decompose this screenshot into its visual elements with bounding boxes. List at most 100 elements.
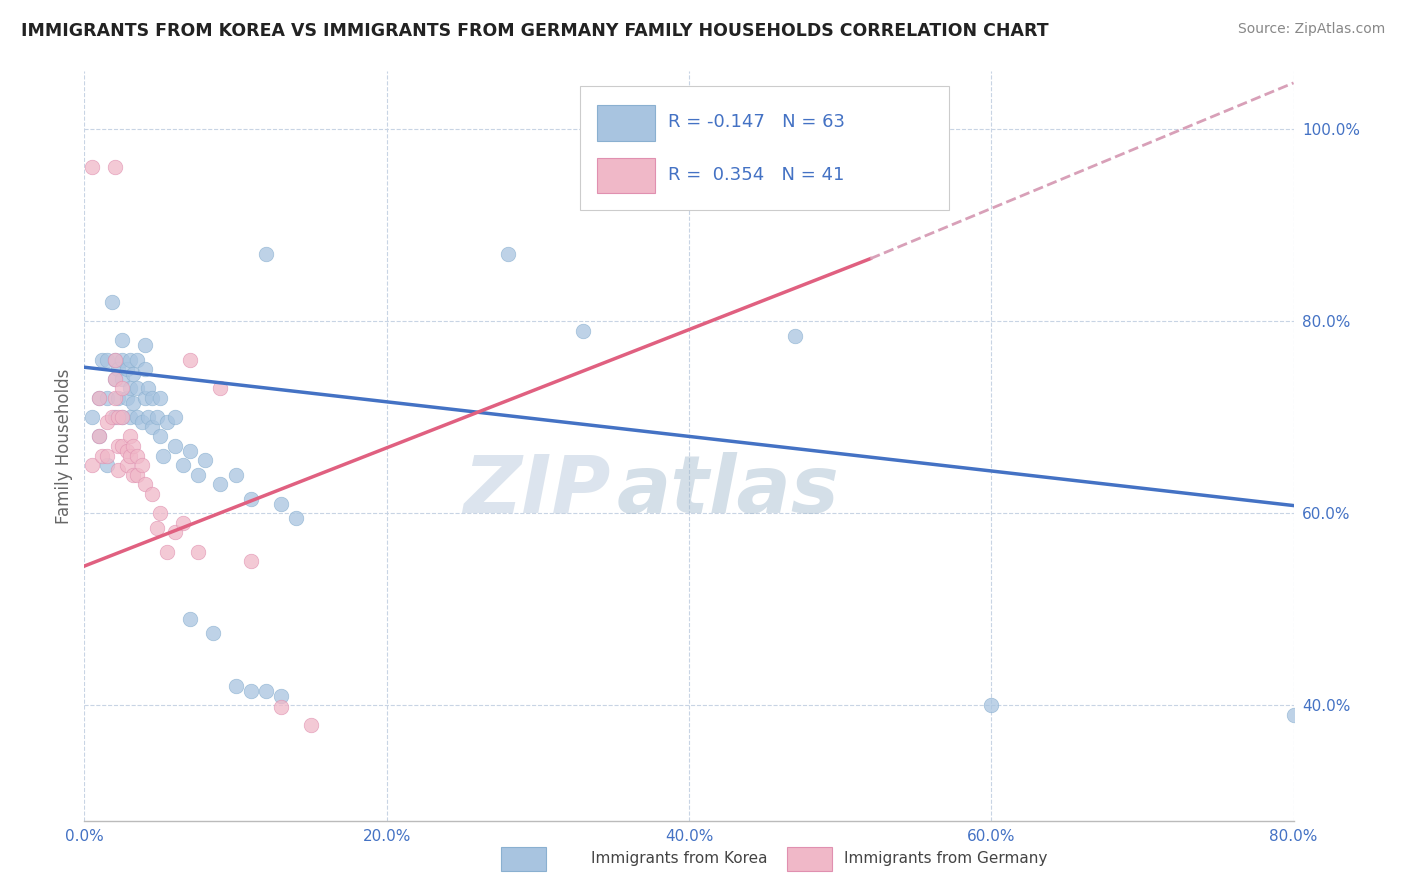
- Point: [165, 439, 187, 453]
- Point: [141, 419, 163, 434]
- Point: [115, 362, 138, 376]
- Point: [91, 449, 114, 463]
- Point: [127, 467, 149, 482]
- Point: [127, 449, 149, 463]
- Text: Immigrants from Germany: Immigrants from Germany: [844, 851, 1047, 865]
- Point: [104, 352, 127, 367]
- Text: R = -0.147   N = 63: R = -0.147 N = 63: [668, 113, 845, 131]
- Point: [107, 463, 129, 477]
- Point: [194, 453, 217, 467]
- Point: [136, 381, 159, 395]
- Point: [165, 410, 187, 425]
- Point: [111, 352, 134, 367]
- Point: [100, 410, 122, 425]
- Point: [270, 497, 292, 511]
- Point: [134, 362, 156, 376]
- Point: [225, 679, 247, 693]
- Point: [96, 449, 118, 463]
- Point: [136, 410, 159, 425]
- Text: R =  0.354   N = 41: R = 0.354 N = 41: [668, 166, 845, 184]
- Point: [107, 391, 129, 405]
- Point: [172, 516, 194, 530]
- Point: [131, 458, 153, 473]
- Point: [127, 352, 149, 367]
- Point: [118, 381, 141, 395]
- Point: [118, 352, 141, 367]
- FancyBboxPatch shape: [581, 87, 949, 210]
- Point: [1282, 708, 1305, 723]
- Point: [89, 391, 111, 405]
- Point: [299, 717, 322, 731]
- Point: [254, 684, 277, 698]
- Point: [111, 439, 134, 453]
- Point: [179, 612, 201, 626]
- Point: [141, 487, 163, 501]
- Point: [118, 449, 141, 463]
- Point: [165, 525, 187, 540]
- Point: [104, 410, 127, 425]
- Point: [111, 381, 134, 395]
- Point: [104, 352, 127, 367]
- Point: [201, 626, 224, 640]
- Point: [152, 449, 174, 463]
- Point: [209, 477, 232, 491]
- Point: [96, 458, 118, 473]
- Point: [104, 372, 127, 386]
- Point: [96, 415, 118, 429]
- Point: [783, 328, 806, 343]
- FancyBboxPatch shape: [598, 105, 655, 141]
- Point: [179, 352, 201, 367]
- Point: [209, 381, 232, 395]
- Point: [131, 415, 153, 429]
- Point: [239, 554, 262, 568]
- Point: [115, 458, 138, 473]
- Point: [149, 506, 172, 520]
- Point: [89, 429, 111, 443]
- Point: [118, 429, 141, 443]
- Point: [100, 294, 122, 309]
- Point: [270, 700, 292, 714]
- Point: [96, 352, 118, 367]
- Point: [111, 410, 134, 425]
- Point: [111, 410, 134, 425]
- Text: atlas: atlas: [616, 452, 839, 530]
- Point: [121, 467, 143, 482]
- Point: [146, 521, 169, 535]
- Text: Source: ZipAtlas.com: Source: ZipAtlas.com: [1237, 22, 1385, 37]
- Point: [149, 429, 172, 443]
- Point: [80, 161, 103, 175]
- Point: [89, 429, 111, 443]
- Point: [115, 443, 138, 458]
- Point: [179, 443, 201, 458]
- Point: [121, 396, 143, 410]
- Point: [225, 467, 247, 482]
- Point: [187, 467, 209, 482]
- Point: [146, 410, 169, 425]
- Text: IMMIGRANTS FROM KOREA VS IMMIGRANTS FROM GERMANY FAMILY HOUSEHOLDS CORRELATION C: IMMIGRANTS FROM KOREA VS IMMIGRANTS FROM…: [21, 22, 1049, 40]
- Point: [134, 338, 156, 352]
- Point: [89, 391, 111, 405]
- FancyBboxPatch shape: [598, 158, 655, 194]
- Point: [96, 391, 118, 405]
- Point: [270, 689, 292, 703]
- Point: [149, 391, 172, 405]
- Point: [239, 491, 262, 506]
- Point: [980, 698, 1002, 713]
- Point: [141, 391, 163, 405]
- Point: [121, 439, 143, 453]
- Point: [104, 391, 127, 405]
- Point: [156, 544, 179, 558]
- Point: [121, 367, 143, 381]
- Point: [91, 352, 114, 367]
- Point: [127, 410, 149, 425]
- Point: [107, 362, 129, 376]
- Point: [80, 410, 103, 425]
- Point: [104, 161, 127, 175]
- Point: [254, 247, 277, 261]
- Point: [134, 391, 156, 405]
- Point: [496, 247, 519, 261]
- Point: [134, 477, 156, 491]
- Point: [156, 415, 179, 429]
- Point: [830, 161, 852, 175]
- Point: [107, 410, 129, 425]
